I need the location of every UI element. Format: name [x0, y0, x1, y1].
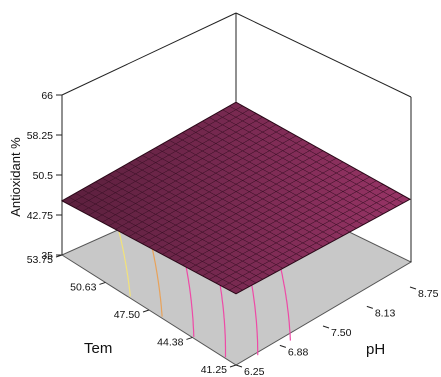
surface-outline — [60, 101, 412, 295]
tem-tick-label: 50.63 — [70, 281, 96, 293]
z-tick-label: 58.25 — [27, 130, 53, 142]
ph-axis: 6.25 6.88 7.50 8.13 8.75 — [235, 286, 439, 377]
ph-tick — [409, 286, 417, 290]
tem-tick — [229, 364, 237, 368]
ph-tick-label: 7.50 — [331, 327, 352, 339]
tem-tick — [55, 254, 63, 258]
ph-tick — [366, 305, 374, 309]
tem-tick-label: 44.38 — [157, 336, 183, 348]
ph-axis-label: pH — [366, 341, 385, 358]
z-tick-label: 35 — [41, 250, 53, 262]
tem-tick-label: 41.25 — [201, 364, 227, 376]
tem-tick — [186, 336, 193, 340]
z-axis: 66 58.25 50.5 42.75 35 — [27, 90, 62, 262]
ph-tick — [235, 364, 243, 368]
tem-tick-label: 53.75 — [27, 254, 53, 266]
ph-tick-label: 8.75 — [418, 288, 439, 300]
z-tick-label: 66 — [41, 90, 53, 102]
tem-tick — [99, 281, 106, 285]
response-surface — [60, 101, 412, 295]
ph-tick-label: 8.13 — [375, 307, 396, 319]
ph-tick-label: 6.88 — [288, 346, 309, 358]
z-tick-label: 42.75 — [27, 210, 53, 222]
tem-axis: 53.75 50.63 47.50 44.38 41.25 — [27, 254, 237, 376]
tem-tick — [142, 309, 150, 313]
z-axis-label: Antioxidant % — [8, 137, 23, 217]
tem-axis-label: Tem — [84, 340, 112, 357]
contour-line — [117, 229, 131, 297]
z-tick-label: 50.5 — [33, 170, 54, 182]
ph-tick-label: 6.25 — [244, 366, 265, 377]
ph-tick — [322, 325, 330, 329]
tem-tick-label: 47.50 — [114, 309, 140, 321]
ph-tick — [279, 344, 287, 348]
